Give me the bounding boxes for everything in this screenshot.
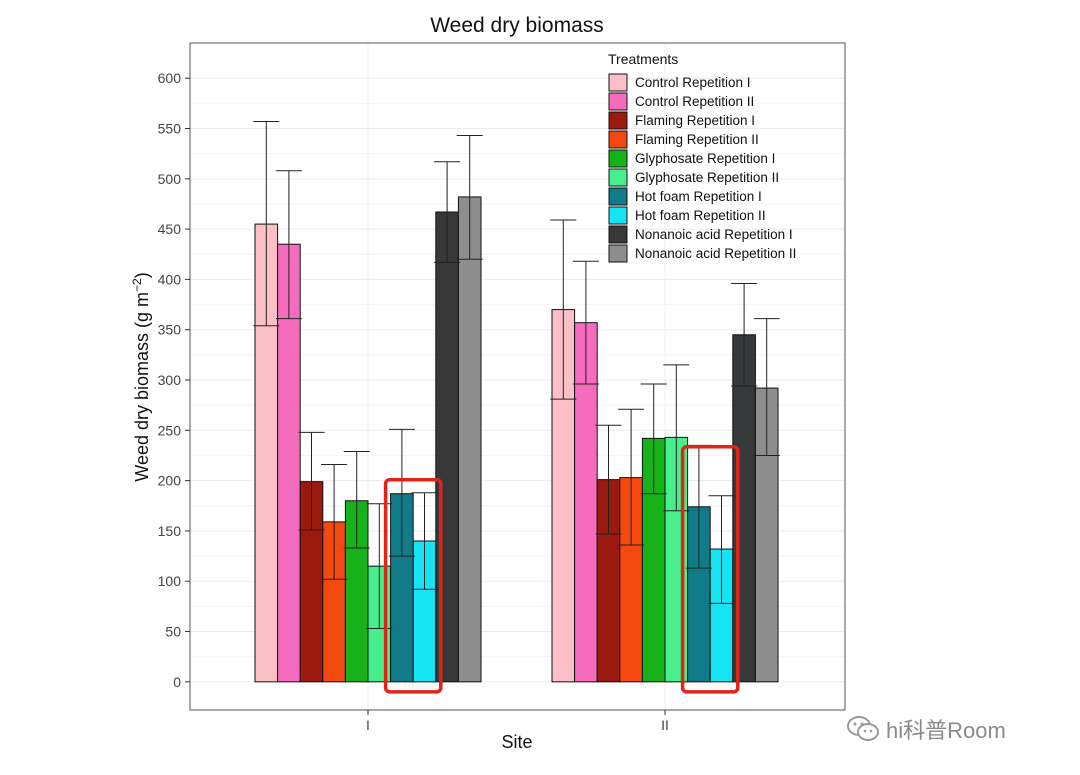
- y-tick-label: 350: [158, 322, 182, 338]
- legend-key-flaming-repetition-i: [608, 111, 628, 130]
- y-axis-label-superscript: −2: [130, 278, 144, 292]
- chart-title: Weed dry biomass: [430, 14, 604, 37]
- watermark-text: hi科普Room: [886, 718, 1006, 743]
- legend-items: Control Repetition I Control Repetition I…: [608, 73, 796, 263]
- legend-key-glyphosate-repetition-ii: [608, 168, 628, 187]
- y-tick-label: 400: [158, 271, 182, 287]
- y-tick-label: 500: [158, 171, 182, 187]
- legend-label-flaming-repetition-ii: Flaming Repetition II: [635, 132, 759, 147]
- legend-key-control-repetition-ii: [608, 92, 628, 111]
- y-tick-label: 300: [158, 372, 182, 388]
- legend-label-nonanoic-acid-repetition-ii: Nonanoic acid Repetition II: [635, 246, 796, 261]
- y-tick-label: 600: [158, 70, 182, 86]
- legend-label-nonanoic-acid-repetition-i: Nonanoic acid Repetition I: [635, 227, 793, 242]
- legend-label-control-repetition-ii: Control Repetition II: [635, 94, 754, 109]
- x-axis: I II: [366, 710, 669, 733]
- bar-nonanoic-acid-repetition-ii-site-I: [457, 196, 482, 683]
- bars: [254, 196, 779, 683]
- y-tick-label: 150: [158, 523, 182, 539]
- y-tick-label: 200: [158, 473, 182, 489]
- y-tick-label: 50: [165, 624, 181, 640]
- y-tick-label: 0: [173, 674, 181, 690]
- x-tick-label: II: [661, 717, 669, 733]
- legend-label-control-repetition-i: Control Repetition I: [635, 75, 751, 90]
- legend-label-glyphosate-repetition-ii: Glyphosate Repetition II: [635, 170, 779, 185]
- legend-key-nonanoic-acid-repetition-ii: [608, 244, 628, 263]
- highlight-box-site-I: [383, 477, 443, 694]
- legend-title: Treatments: [608, 51, 678, 67]
- legend-label-glyphosate-repetition-i: Glyphosate Repetition I: [635, 151, 775, 166]
- x-axis-label: Site: [501, 732, 532, 752]
- y-tick-label: 100: [158, 573, 182, 589]
- legend-key-glyphosate-repetition-i: [608, 149, 628, 168]
- legend-label-hot-foam-repetition-i: Hot foam Repetition I: [635, 189, 762, 204]
- watermark: hi科普Room: [846, 712, 1056, 746]
- legend-key-nonanoic-acid-repetition-i: [608, 225, 628, 244]
- y-axis-label: Weed dry biomass (g m−2): [130, 272, 152, 481]
- legend-label-hot-foam-repetition-ii: Hot foam Repetition II: [635, 208, 766, 223]
- highlight-box-site-II: [680, 445, 740, 694]
- y-axis-label-text: Weed dry biomass (g m: [132, 292, 152, 482]
- legend-key-hot-foam-repetition-i: [608, 187, 628, 206]
- y-tick-label: 550: [158, 121, 182, 137]
- y-tick-label: 250: [158, 422, 182, 438]
- highlight-boxes: [383, 445, 740, 694]
- y-tick-label: 450: [158, 221, 182, 237]
- x-tick-label: I: [366, 717, 370, 733]
- wechat-icon: [847, 716, 879, 741]
- y-axis-label-close: ): [132, 272, 152, 278]
- legend-key-control-repetition-i: [608, 73, 628, 92]
- legend-label-flaming-repetition-i: Flaming Repetition I: [635, 113, 755, 128]
- legend-key-hot-foam-repetition-ii: [608, 206, 628, 225]
- y-axis: 0 50 100 150 200 250 300 350 400 450 500 550 600: [158, 70, 190, 690]
- legend-key-flaming-repetition-ii: [608, 130, 628, 149]
- error-bars: [253, 120, 780, 630]
- plot-panel-border: [189, 42, 846, 711]
